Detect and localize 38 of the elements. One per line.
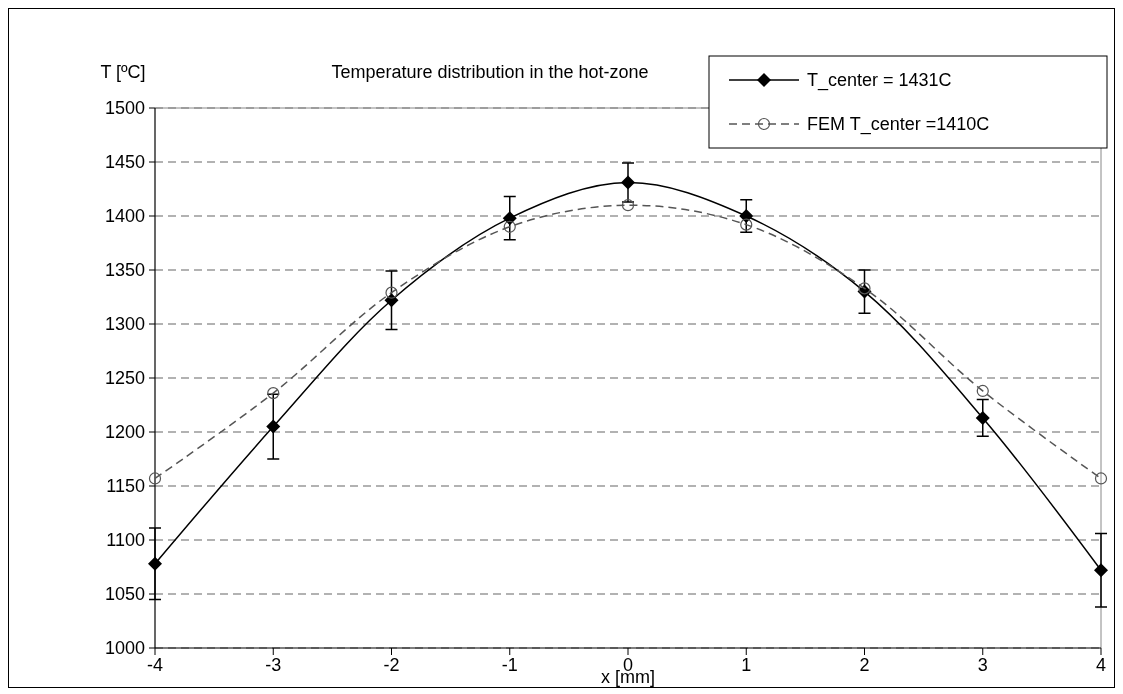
x-tick-label: 2 (859, 655, 870, 675)
x-tick-label: 4 (1095, 655, 1107, 675)
y-tick-label: 1250 (104, 368, 145, 389)
x-tick-label: -4 (146, 655, 164, 675)
y-tick-label: 1050 (104, 584, 145, 605)
point (503, 220, 516, 233)
point (739, 209, 754, 223)
point (740, 218, 753, 231)
legend-label: FEM T_center =1410C (807, 114, 990, 136)
y-axis-title: T [ºC] (100, 62, 146, 82)
x-tick-label: 1 (741, 655, 752, 675)
x-tick-label: -1 (501, 655, 518, 675)
point (267, 387, 280, 400)
point (858, 282, 871, 295)
y-tick-label: 1100 (106, 530, 145, 551)
point (975, 410, 990, 425)
point (385, 286, 398, 299)
point (266, 419, 281, 434)
legend-label: T_center = 1431C (807, 70, 952, 92)
point (1094, 563, 1108, 578)
y-tick-label: 1150 (106, 476, 145, 497)
x-tick-label: 3 (977, 655, 988, 675)
x-tick-label: -3 (265, 655, 282, 675)
point (148, 472, 162, 485)
y-tick-label: 1400 (104, 206, 145, 227)
point (621, 175, 635, 190)
y-tick-label: 1500 (104, 98, 145, 119)
point (1094, 472, 1108, 485)
y-tick-label: 1350 (104, 260, 145, 281)
y-tick-label: 1200 (104, 422, 145, 443)
y-tick-label: 1450 (104, 152, 145, 173)
y-tick-label: 1000 (104, 638, 145, 659)
x-tick-label: -2 (383, 655, 400, 675)
chart-title: Temperature distribution in the hot-zone (331, 62, 649, 82)
point (502, 211, 517, 226)
point (976, 384, 989, 398)
y-tick-label: 1300 (104, 314, 145, 335)
point (621, 199, 635, 212)
